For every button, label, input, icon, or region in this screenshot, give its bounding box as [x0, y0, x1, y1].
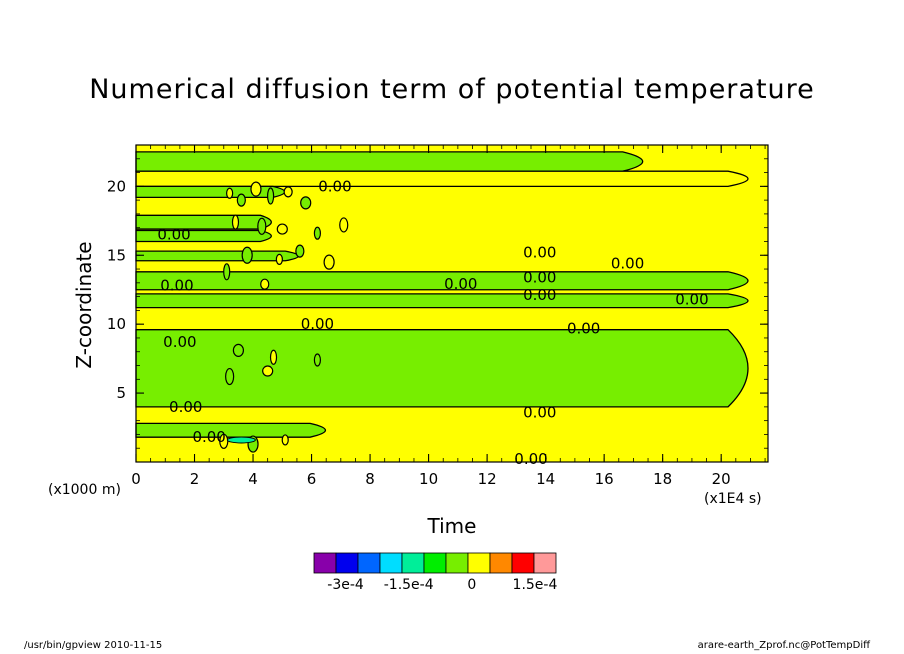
colorbar-swatch-1	[335, 552, 359, 574]
contour-patch-5	[300, 196, 312, 210]
colorbar-swatch-3	[379, 552, 403, 574]
contour-patch-11	[241, 246, 253, 264]
contour-label-1: 0.00	[157, 226, 190, 244]
contour-label-8: 0.00	[523, 268, 556, 286]
x-tick-label-8: 16	[595, 470, 614, 488]
contour-patch-1	[236, 193, 246, 207]
y-axis-unit: (x1000 m)	[48, 482, 121, 498]
y-tick-label-2: 15	[107, 246, 126, 264]
plot-frame	[135, 144, 769, 463]
colorbar-label-1: -1.5e-4	[383, 577, 434, 593]
x-tick-label-2: 4	[248, 470, 258, 488]
x-axis-label: Time	[427, 514, 477, 538]
contour-patch-10	[339, 217, 349, 233]
contour-label-3: 0.00	[163, 333, 196, 351]
contour-label-10: 0.00	[611, 255, 644, 273]
contour-band-1	[135, 170, 749, 187]
contour-patch-13	[295, 244, 305, 258]
contour-band-4	[135, 229, 272, 243]
x-tick-label-9: 18	[653, 470, 672, 488]
contour-band-0	[135, 151, 644, 172]
colorbar-swatch-7	[467, 552, 491, 574]
contour-label-7: 0.00	[523, 244, 556, 262]
contour-patch-19	[225, 367, 235, 386]
colorbar-swatch-0	[313, 552, 337, 574]
footer-source: arare-earth_Zprof.nc@PotTempDiff	[697, 640, 870, 651]
contour-patch-8	[276, 223, 288, 235]
colorbar-swatch-6	[445, 552, 469, 574]
y-tick-label-1: 10	[107, 315, 126, 333]
contour-patch-0	[226, 187, 234, 199]
contour-patch-9	[313, 226, 322, 240]
colorbar-label-2: 0	[467, 577, 477, 593]
colorbar-swatch-2	[357, 552, 381, 574]
colorbar-label-0: -3e-4	[327, 577, 364, 593]
contour-patch-20	[262, 365, 274, 377]
contour-label-13: 0.00	[301, 315, 334, 333]
colorbar-label-3: 1.5e-4	[512, 577, 558, 593]
contour-patch-16	[260, 278, 270, 290]
contour-label-5: 0.00	[192, 428, 225, 446]
x-tick-label-6: 12	[478, 470, 497, 488]
contour-band-2	[135, 185, 286, 199]
chart-title: Numerical diffusion term of potential te…	[89, 74, 815, 105]
contour-label-9: 0.00	[523, 286, 556, 304]
x-axis-unit: (x1E4 s)	[704, 491, 762, 507]
colorbar-swatch-10	[533, 552, 557, 574]
colorbar-swatch-8	[489, 552, 513, 574]
contour-patch-strong	[226, 436, 256, 444]
contour-patch-7	[257, 217, 267, 235]
contour-patch-2	[250, 181, 262, 197]
x-tick-label-4: 8	[365, 470, 375, 488]
contour-label-4: 0.00	[169, 398, 202, 416]
y-tick-label-0: 5	[116, 384, 126, 402]
contour-label-2: 0.00	[160, 277, 193, 295]
contour-band-9	[135, 422, 327, 438]
x-tick-label-0: 0	[131, 470, 141, 488]
contour-label-14: 0.00	[523, 403, 556, 421]
contour-patch-24	[281, 434, 289, 446]
x-tick-label-3: 6	[307, 470, 317, 488]
contour-patch-18	[269, 349, 278, 365]
x-tick-label-10: 20	[712, 470, 731, 488]
y-tick-label-3: 20	[107, 177, 126, 195]
colorbar-swatch-9	[511, 552, 535, 574]
contour-band-5	[135, 250, 300, 262]
footer-command: /usr/bin/gpview 2010-11-15	[24, 640, 163, 651]
x-tick-label-7: 14	[536, 470, 555, 488]
contour-label-12: 0.00	[567, 319, 600, 337]
x-tick-label-1: 2	[190, 470, 200, 488]
contour-band-6	[135, 271, 749, 291]
contour-band-7	[135, 293, 749, 309]
colorbar-swatch-4	[401, 552, 425, 574]
contour-band-8	[135, 329, 749, 408]
x-tick-label-5: 10	[419, 470, 438, 488]
contour-label-11: 0.00	[675, 290, 708, 308]
contour-patch-21	[313, 353, 322, 367]
colorbar-swatch-5	[423, 552, 447, 574]
contour-label-6: 0.00	[444, 275, 477, 293]
contour-patch-12	[275, 253, 283, 265]
contour-label-0: 0.00	[318, 177, 351, 195]
contour-patch-15	[223, 263, 231, 281]
contour-patch-4	[283, 186, 293, 198]
contour-patch-3	[266, 187, 275, 205]
contour-patch-6	[231, 214, 240, 230]
contour-patch-14	[323, 254, 335, 270]
contour-patch-17	[232, 343, 245, 357]
contour-band-3	[135, 214, 272, 230]
